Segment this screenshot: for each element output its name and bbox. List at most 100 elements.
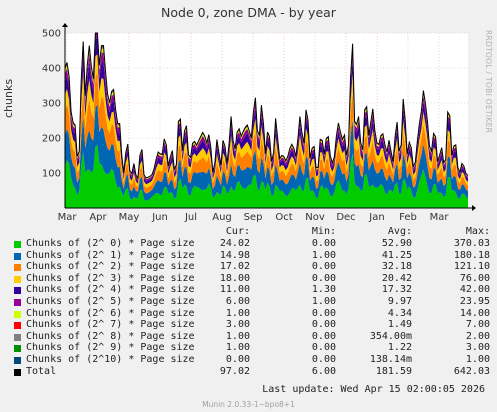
legend-avg: 1.49 [387,319,412,331]
legend-min: 0.00 [311,342,336,354]
header-min: Min: [311,226,336,237]
header-avg: Avg: [387,226,412,237]
y-tick-label: 200 [42,134,61,145]
header-max: Max: [465,226,490,237]
legend-row: Chunks of (2^ 9) * Page size 1.00 0.00 1.22… [12,342,492,354]
header-cur: Cur: [225,226,250,237]
x-tick-label: Feb [399,212,417,223]
legend-max: 76.00 [459,272,490,284]
y-tick-label: 100 [42,169,61,180]
legend-max: 121.10 [453,261,490,273]
rrdtool-watermark: RRDTOOL / TOBI OETIKER [484,30,493,134]
legend-row: Chunks of (2^ 1) * Page size 14.98 1.00 41.… [12,250,492,262]
legend-cur: 17.02 [219,261,250,273]
legend-swatch [14,287,21,295]
y-tick-label: 400 [42,64,61,75]
legend-max: 23.95 [459,295,490,307]
legend-row: Chunks of (2^ 7) * Page size 3.00 0.00 1.49… [12,319,492,331]
legend-max: 2.00 [465,330,490,342]
legend-cur: 3.00 [225,319,250,331]
x-tick-label: Jan [368,212,384,223]
legend-series-name: Chunks of (2^ 5) * Page size [26,295,195,307]
x-tick-label: Dec [336,212,355,223]
legend-series-name: Chunks of (2^ 4) * Page size [26,284,195,296]
legend-series-name: Chunks of (2^ 7) * Page size [26,319,195,331]
legend-row: Chunks of (2^ 3) * Page size 18.00 0.00 20.… [12,273,492,285]
legend-max: 14.00 [459,307,490,319]
legend-row: Chunks of (2^ 6) * Page size 1.00 0.00 4.34… [12,308,492,320]
legend-cur: 1.00 [225,330,250,342]
legend-swatch [14,252,21,260]
legend-cur: 1.00 [225,342,250,354]
axes [62,23,476,211]
legend-row: Chunks of (2^10) * Page size 0.00 0.00 138.… [12,354,492,366]
legend-swatch [14,333,21,341]
legend-series-name: Chunks of (2^ 9) * Page size [26,342,195,354]
legend-swatch [14,310,21,318]
total-line [64,32,469,180]
area-series-1 [65,105,468,201]
legend-min: 0.00 [311,319,336,331]
legend-avg: 181.59 [375,365,412,377]
x-tick-label: Mar [430,212,450,223]
legend-series-name: Chunks of (2^ 3) * Page size [26,272,195,284]
legend-rows: Chunks of (2^ 0) * Page size 24.02 0.00 52.… [12,238,492,377]
legend-row: Chunks of (2^ 8) * Page size 1.00 0.00 354.… [12,331,492,343]
legend-min: 0.00 [311,238,336,249]
legend-header: Cur: Min: Avg: Max: [12,226,492,238]
x-tick-label: Apr [89,212,107,223]
area-series-0 [65,144,468,208]
y-tick-label: 500 [42,29,61,40]
legend-series-name: Chunks of (2^ 0) * Page size [26,238,195,249]
legend: Cur: Min: Avg: Max: Chunks of (2^ 0) * P… [12,226,492,377]
legend-cur: 24.02 [219,238,250,249]
legend-max: 180.18 [453,249,490,261]
legend-avg: 9.97 [387,295,412,307]
legend-swatch [14,322,21,330]
legend-row: Total 97.02 6.00 181.59 642.03 [12,366,492,378]
legend-series-name: Chunks of (2^ 8) * Page size [26,330,195,342]
x-tick-label: Jul [184,212,197,223]
x-tick-label: Mar [58,212,78,223]
legend-row: Chunks of (2^ 0) * Page size 24.02 0.00 52.… [12,238,492,250]
legend-avg: 17.32 [381,284,412,296]
legend-cur: 0.00 [225,353,250,365]
legend-avg: 41.25 [381,249,412,261]
legend-cur: 1.00 [225,307,250,319]
legend-swatch [14,368,21,376]
legend-min: 0.00 [311,307,336,319]
legend-min: 1.00 [311,295,336,307]
legend-min: 0.00 [311,330,336,342]
legend-series-name: Total [26,365,57,377]
legend-series-name: Chunks of (2^ 1) * Page size [26,249,195,261]
legend-max: 42.00 [459,284,490,296]
legend-swatch [14,298,21,306]
munin-footer: Munin 2.0.33-1~bpo8+1 [202,400,295,409]
legend-avg: 32.18 [381,261,412,273]
legend-row: Chunks of (2^ 4) * Page size 11.00 1.30 17.… [12,284,492,296]
area-series-3 [65,54,468,188]
legend-min: 0.00 [311,261,336,273]
legend-avg: 20.42 [381,272,412,284]
legend-max: 3.00 [465,342,490,354]
legend-min: 0.00 [311,272,336,284]
last-update: Last update: Wed Apr 15 02:00:05 2026 [262,384,485,395]
legend-swatch [14,241,21,248]
legend-min: 1.30 [311,284,336,296]
legend-avg: 354.00m [369,330,412,342]
legend-max: 7.00 [465,319,490,331]
legend-series-name: Chunks of (2^10) * Page size [26,353,195,365]
legend-avg: 4.34 [387,307,412,319]
x-tick-label: Nov [305,212,325,223]
legend-avg: 52.90 [381,238,412,249]
legend-swatch [14,345,21,353]
tick-labels: 100 200 300 400 500 Mar Apr May Jun Jul Aug Sep Oct N… [42,29,449,224]
chart-title: Node 0, zone DMA - by year [161,5,336,20]
legend-swatch [14,356,21,364]
legend-row: Chunks of (2^ 5) * Page size 6.00 1.00 9.97… [12,296,492,308]
legend-cur: 6.00 [225,295,250,307]
legend-swatch [14,264,21,272]
x-tick-label: Oct [275,212,292,223]
legend-cur: 18.00 [219,272,250,284]
